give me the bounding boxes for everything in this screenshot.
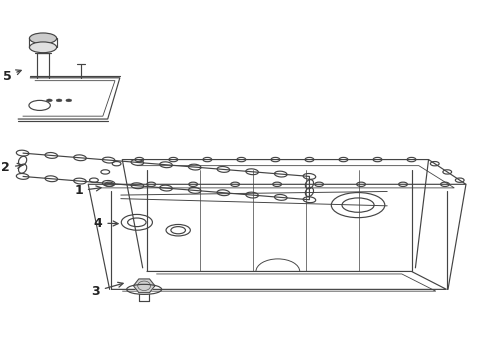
Text: 3: 3 xyxy=(91,282,123,298)
Ellipse shape xyxy=(29,33,57,44)
Polygon shape xyxy=(133,279,155,293)
Ellipse shape xyxy=(66,99,72,102)
Ellipse shape xyxy=(47,99,52,102)
Text: 1: 1 xyxy=(74,184,101,197)
Text: 2: 2 xyxy=(1,161,23,174)
Ellipse shape xyxy=(56,99,62,102)
Ellipse shape xyxy=(29,42,57,53)
Text: 4: 4 xyxy=(94,216,118,230)
Text: 5: 5 xyxy=(2,69,21,82)
